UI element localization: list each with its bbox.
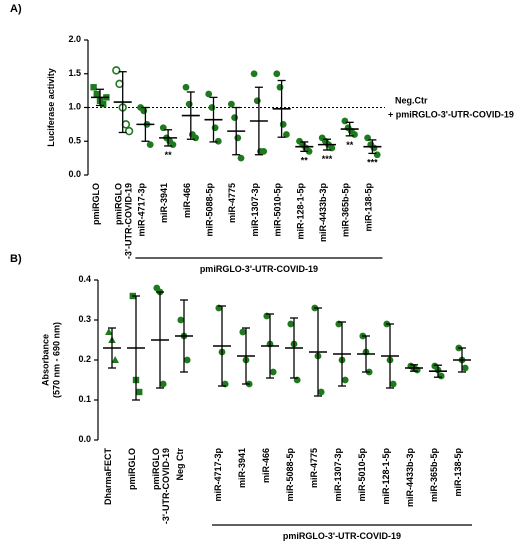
significance: *** [322,154,333,164]
data-point [177,316,185,324]
data-point [253,97,261,105]
y-axis-label: Absorbance [41,334,51,386]
data-point [239,328,247,336]
data-point [273,70,281,78]
y-axis-label: Luciferase activity [46,68,56,147]
data-point [105,328,113,335]
data-point [182,83,190,91]
data-point [136,388,143,396]
data-point [250,70,258,78]
data-point [228,100,235,108]
data-point [437,372,445,380]
data-point [341,117,349,125]
data-point [124,126,134,136]
x-tick-label: miR-5010-5p [357,448,367,502]
data-point [185,100,193,108]
data-point [90,84,97,91]
data-point [121,120,131,129]
data-point [111,356,119,363]
y-axis-label: (570 nm - 690 nm) [52,322,62,398]
data-point [211,124,219,132]
panel-label: A) [10,3,22,15]
data-point [317,388,325,396]
x-tick-label: miR-138-5p [453,447,463,496]
significance: ** [165,150,173,160]
data-point [214,137,222,145]
x-tick-label: pmiRGLO [127,448,137,490]
data-point [276,83,284,91]
significance: ** [301,156,309,166]
y-tick-label: 0.4 [78,274,91,284]
x-tick-label: pmiRGLO [91,183,101,225]
data-point [208,104,216,111]
reference-label: + pmiRGLO-3'-UTR-COVID-19 [388,110,514,120]
data-point [260,147,268,155]
data-point [461,364,469,372]
x-tick-label: miR-466 [261,448,271,483]
data-point [279,120,287,128]
data-point [389,380,397,388]
x-tick-label: miR-1307-3p [333,448,343,502]
data-point [146,141,154,149]
data-point [192,134,200,142]
group-label: pmiRGLO-3'-UTR-COVID-19 [283,531,401,541]
y-tick-label: 1.5 [68,68,81,78]
data-point [370,144,378,152]
reference-label: Neg.Ctr [395,96,428,106]
data-point [231,114,239,122]
x-tick-label: miR-4775 [228,183,238,223]
x-tick-label: miR-5088-5p [285,448,295,502]
data-point [305,147,313,155]
data-point [100,100,107,108]
x-tick-label: miR-365b-5p [429,448,439,503]
x-tick-label: miR-4433b-3p [405,448,415,508]
data-point [269,368,277,376]
data-point [183,356,191,364]
significance: *** [367,158,378,168]
x-tick-label: miR-4717-3p [213,448,223,502]
data-point [234,134,242,142]
y-tick-label: 0.5 [68,136,81,146]
x-tick-label: miR-1307-3p [250,183,260,237]
data-point [140,107,148,115]
y-tick-label: 0.0 [68,169,81,179]
panel-label: B) [10,253,22,265]
data-point [205,90,213,98]
y-tick-label: 1.0 [68,102,81,112]
y-tick-label: 0.1 [78,394,91,404]
x-tick-label: miR-3941 [159,183,169,223]
data-point [159,380,167,388]
y-tick-label: 0.2 [78,354,91,364]
y-tick-label: 0.3 [78,314,91,324]
x-tick-label: Neg Ctr [175,448,185,481]
x-tick-label: miR-365b-5p [341,183,351,238]
data-point [112,66,121,75]
group-label: pmiRGLO-3'-UTR-COVID-19 [200,264,318,274]
y-tick-label: 0.0 [78,434,91,444]
x-tick-label: miR-4433b-3p [318,183,328,243]
x-tick-label: miR-4717-3p [137,183,147,237]
data-point [115,79,124,89]
significance: ** [346,140,354,150]
x-tick-label: miR-138-5p [364,182,374,231]
x-tick-label: miR-128-1-5p [381,448,391,505]
data-point [169,141,177,149]
x-tick-label: miR-3941 [237,448,247,488]
x-tick-label: miR-466 [182,183,192,218]
data-point [283,131,290,138]
x-tick-label: DharmaFECT [103,448,113,506]
data-point [93,90,100,98]
x-tick-label: miR-5010-5p [273,183,283,237]
data-point [351,131,358,138]
x-tick-label: pmiRGLO-3'-UTR-COVID-19 [114,183,134,259]
data-point [287,320,295,328]
data-point [341,376,349,384]
x-tick-label: miR-128-1-5p [296,183,306,240]
x-tick-label: miR-4775 [309,448,319,488]
x-tick-label: pmiRGLO-3'-UTR-COVID-19 [151,448,171,524]
data-point [237,154,245,162]
x-tick-label: miR-5088-5p [205,183,215,237]
y-tick-label: 2.0 [68,34,81,44]
